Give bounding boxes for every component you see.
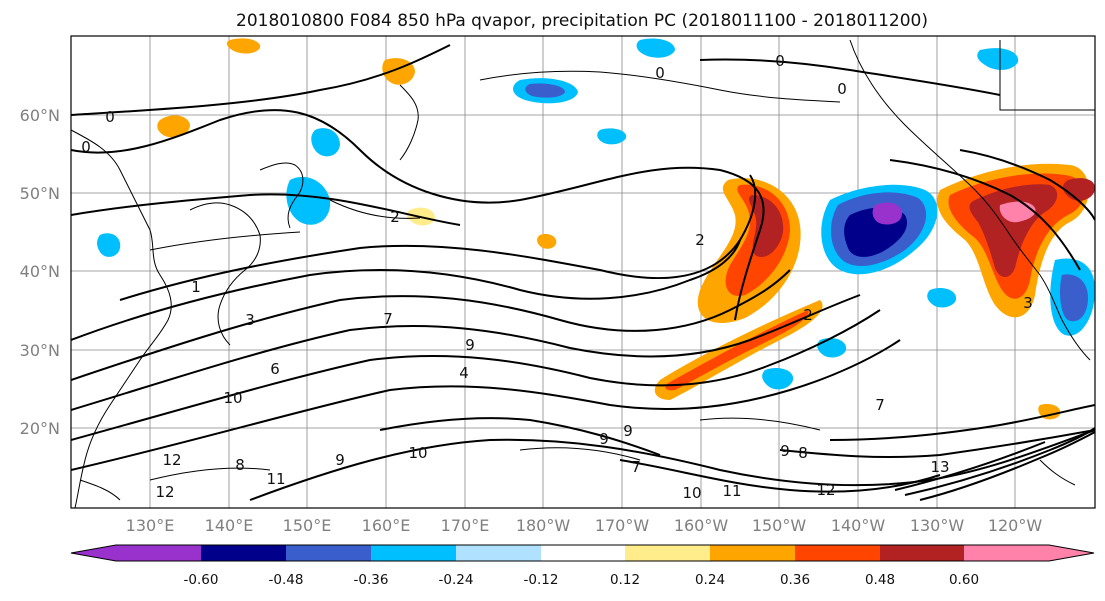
contour-label: 9 xyxy=(335,451,345,469)
contour-label: 2 xyxy=(803,306,813,324)
figure-title: 2018010800 F084 850 hPa qvapor, precipit… xyxy=(236,11,928,31)
colorbar-tick-label: -0.48 xyxy=(269,572,304,588)
lon-tick-label: 180°W xyxy=(516,516,571,535)
contour-label: 0 xyxy=(105,108,115,126)
contour-label: 0 xyxy=(837,80,847,98)
contour-label: 0 xyxy=(775,52,785,70)
colorbar-tick-label: -0.24 xyxy=(439,572,474,588)
map-panel xyxy=(70,35,1096,509)
contour-label: 8 xyxy=(235,456,245,474)
lon-tick-label: 130°W xyxy=(910,516,965,535)
colorbar-tick-label: -0.60 xyxy=(184,572,219,588)
lon-tick-label: 170°W xyxy=(595,516,650,535)
contour-label: 13 xyxy=(930,458,949,476)
colorbar-segment xyxy=(71,545,201,561)
contour-label: 6 xyxy=(270,360,280,378)
contour-label: 3 xyxy=(1023,294,1033,312)
lon-tick-label: 160°W xyxy=(674,516,729,535)
colorbar-tick-label: 0.12 xyxy=(610,572,640,588)
lon-tick-label: 140°W xyxy=(831,516,886,535)
contour-label: 12 xyxy=(155,483,174,501)
lon-tick-label: 160°E xyxy=(362,516,411,535)
contour-label: 10 xyxy=(223,389,242,407)
colorbar-tick-label: 0.48 xyxy=(865,572,895,588)
contour-label: 11 xyxy=(266,470,285,488)
colorbar-segment xyxy=(964,545,1094,561)
longitude-axis: 130°E 140°E 150°E 160°E 170°E 180°W 170°… xyxy=(126,516,1043,535)
colorbar-segment xyxy=(371,545,456,561)
contour-label: 7 xyxy=(383,310,393,328)
colorbar-tick-label: 0.36 xyxy=(780,572,810,588)
colorbar: -0.60 -0.48 -0.36 -0.24 -0.12 0.12 0.24 … xyxy=(70,544,1095,588)
coastlines xyxy=(71,39,1095,508)
lon-tick-label: 120°W xyxy=(988,516,1043,535)
contour-label: 9 xyxy=(780,442,790,460)
lon-tick-label: 150°E xyxy=(283,516,332,535)
contour-label: 9 xyxy=(623,422,633,440)
contour-label: 9 xyxy=(599,430,609,448)
contour-label: 12 xyxy=(162,451,181,469)
contour-labels: 0 0 0 0 0 2 2 2 1 3 3 7 9 4 6 10 10 9 9 … xyxy=(81,52,1033,502)
colorbar-segment xyxy=(625,545,710,561)
contour-label: 2 xyxy=(390,208,400,226)
lat-tick-label: 40°N xyxy=(20,262,60,281)
colorbar-tick-label: -0.36 xyxy=(354,572,389,588)
lat-tick-label: 50°N xyxy=(20,184,60,203)
lon-tick-label: 150°W xyxy=(752,516,807,535)
qvapor-contours xyxy=(71,44,1095,501)
lat-tick-label: 60°N xyxy=(20,106,60,125)
contour-label: 0 xyxy=(655,64,665,82)
contour-label: 9 xyxy=(465,336,475,354)
contour-label: 12 xyxy=(816,481,835,499)
colorbar-segment xyxy=(710,545,795,561)
lat-tick-label: 30°N xyxy=(20,341,60,360)
colorbar-segment xyxy=(456,545,541,561)
contour-label: 3 xyxy=(245,311,255,329)
contour-label: 7 xyxy=(875,396,885,414)
contour-label: 11 xyxy=(722,482,741,500)
contour-label: 0 xyxy=(81,138,91,156)
contour-label: 7 xyxy=(631,458,641,476)
contour-label: 4 xyxy=(459,364,469,382)
precip-shading xyxy=(97,38,1095,420)
colorbar-segment xyxy=(795,545,880,561)
contour-label: 8 xyxy=(798,444,808,462)
contour-label: 10 xyxy=(408,444,427,462)
lon-tick-label: 140°E xyxy=(205,516,254,535)
lon-tick-label: 170°E xyxy=(441,516,490,535)
qvapor-contours-thin xyxy=(149,199,821,481)
colorbar-tick-label: 0.24 xyxy=(695,572,725,588)
lat-tick-label: 20°N xyxy=(20,419,60,438)
colorbar-tick-label: 0.60 xyxy=(949,572,979,588)
latitude-axis: 60°N 50°N 40°N 30°N 20°N xyxy=(20,106,60,438)
contour-label: 10 xyxy=(682,484,701,502)
lon-tick-label: 130°E xyxy=(126,516,175,535)
contour-label: 1 xyxy=(191,278,201,296)
colorbar-segment xyxy=(541,545,625,561)
contour-label: 2 xyxy=(695,231,705,249)
colorbar-segment xyxy=(286,545,371,561)
colorbar-segment xyxy=(201,545,286,561)
colorbar-tick-label: -0.12 xyxy=(524,572,559,588)
colorbar-segment xyxy=(880,545,964,561)
